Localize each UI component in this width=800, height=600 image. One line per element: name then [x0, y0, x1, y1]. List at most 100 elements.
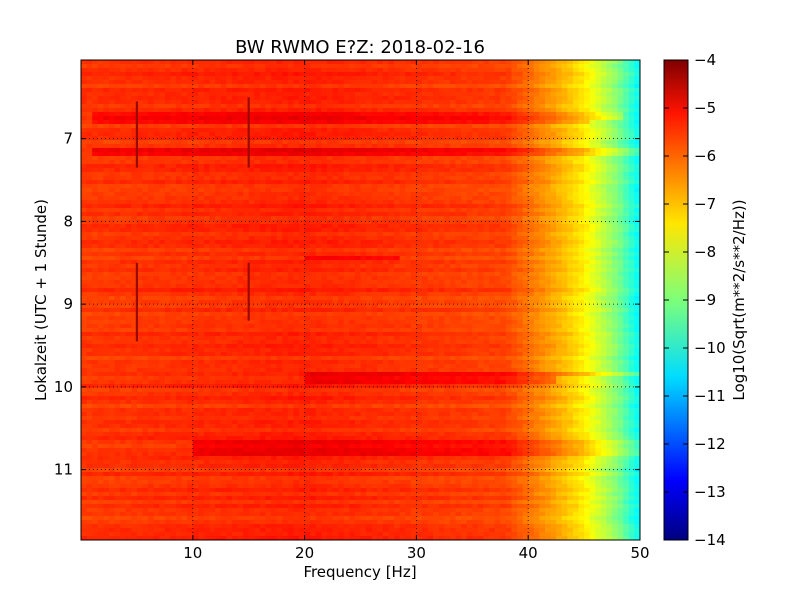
- heatmap-cell: [271, 244, 278, 249]
- heatmap-cell: [366, 160, 373, 165]
- heatmap-cell: [248, 76, 255, 81]
- heatmap-cell: [164, 180, 172, 185]
- heatmap-cell: [254, 236, 261, 241]
- heatmap-cell: [517, 244, 524, 249]
- heatmap-cell: [533, 204, 540, 209]
- heatmap-cell: [265, 172, 272, 177]
- heatmap-cell: [315, 120, 322, 125]
- heatmap-cell: [533, 188, 540, 193]
- heatmap-cell: [192, 176, 199, 181]
- heatmap-cell: [595, 136, 602, 141]
- heatmap-cell: [522, 256, 529, 261]
- heatmap-cell: [153, 172, 160, 177]
- heatmap-cell: [108, 248, 116, 253]
- heatmap-cell: [461, 220, 468, 225]
- heatmap-cell: [399, 100, 406, 105]
- heatmap-cell: [606, 84, 613, 89]
- heatmap-cell: [148, 92, 155, 97]
- heatmap-cell: [215, 124, 222, 129]
- heatmap-cell: [254, 64, 261, 69]
- heatmap-cell: [176, 64, 183, 69]
- heatmap-cell: [271, 200, 278, 205]
- heatmap-cell: [103, 204, 110, 209]
- heatmap-cell: [550, 184, 557, 189]
- heatmap-cell: [215, 168, 222, 173]
- heatmap-cell: [282, 116, 289, 121]
- heatmap-cell: [248, 116, 255, 121]
- heatmap-cell: [287, 156, 295, 161]
- heatmap-cell: [444, 60, 451, 65]
- heatmap-cell: [561, 172, 568, 177]
- heatmap-cell: [321, 64, 328, 69]
- heatmap-cell: [561, 204, 568, 209]
- heatmap-cell: [595, 112, 602, 117]
- heatmap-cell: [494, 204, 501, 209]
- heatmap-cell: [81, 100, 88, 105]
- heatmap-cell: [539, 88, 546, 93]
- heatmap-cell: [410, 224, 417, 229]
- heatmap-cell: [449, 240, 457, 245]
- heatmap-cell: [215, 152, 222, 157]
- heatmap-cell: [354, 104, 362, 109]
- heatmap-cell: [215, 172, 222, 177]
- heatmap-cell: [444, 156, 451, 161]
- heatmap-cell: [248, 128, 255, 133]
- heatmap-cell: [612, 104, 619, 109]
- heatmap-cell: [600, 184, 608, 189]
- heatmap-cell: [483, 96, 490, 101]
- heatmap-cell: [449, 148, 457, 153]
- heatmap-cell: [97, 252, 104, 257]
- heatmap-cell: [444, 64, 451, 69]
- heatmap-cell: [248, 240, 255, 245]
- heatmap-cell: [131, 212, 138, 217]
- heatmap-cell: [108, 80, 116, 85]
- heatmap-cell: [371, 60, 378, 65]
- heatmap-cell: [97, 196, 104, 201]
- heatmap-cell: [544, 176, 552, 181]
- heatmap-cell: [103, 116, 110, 121]
- heatmap-cell: [192, 128, 199, 133]
- heatmap-cell: [483, 204, 490, 209]
- heatmap-cell: [382, 248, 390, 253]
- heatmap-cell: [522, 80, 529, 85]
- heatmap-cell: [567, 76, 574, 81]
- heatmap-cell: [556, 136, 563, 141]
- heatmap-cell: [176, 104, 183, 109]
- heatmap-cell: [421, 172, 429, 177]
- heatmap-cell: [623, 124, 630, 129]
- heatmap-cell: [572, 60, 580, 65]
- heatmap-cell: [628, 84, 636, 89]
- heatmap-cell: [528, 224, 535, 229]
- heatmap-cell: [231, 224, 239, 229]
- heatmap-cell: [416, 240, 423, 245]
- heatmap-cell: [114, 180, 121, 185]
- heatmap-cell: [125, 64, 132, 69]
- heatmap-cell: [572, 112, 580, 117]
- heatmap-cell: [606, 124, 613, 129]
- heatmap-cell: [271, 112, 278, 117]
- heatmap-cell: [612, 244, 619, 249]
- heatmap-cell: [377, 112, 384, 117]
- heatmap-cell: [287, 148, 295, 153]
- heatmap-cell: [572, 216, 580, 221]
- heatmap-cell: [410, 252, 417, 257]
- heatmap-cell: [198, 192, 205, 197]
- heatmap-cell: [533, 156, 540, 161]
- heatmap-cell: [148, 64, 155, 69]
- heatmap-cell: [427, 64, 434, 69]
- heatmap-cell: [427, 104, 434, 109]
- heatmap-cell: [148, 200, 155, 205]
- heatmap-cell: [427, 116, 434, 121]
- heatmap-cell: [377, 84, 384, 89]
- heatmap-cell: [215, 76, 222, 81]
- heatmap-cell: [192, 200, 199, 205]
- heatmap-cell: [449, 172, 457, 177]
- heatmap-cell: [494, 132, 501, 137]
- heatmap-cell: [612, 96, 619, 101]
- heatmap-cell: [159, 236, 166, 241]
- heatmap-cell: [410, 244, 417, 249]
- heatmap-cell: [237, 100, 244, 105]
- heatmap-cell: [338, 104, 345, 109]
- heatmap-cell: [366, 60, 373, 65]
- heatmap-cell: [187, 164, 194, 169]
